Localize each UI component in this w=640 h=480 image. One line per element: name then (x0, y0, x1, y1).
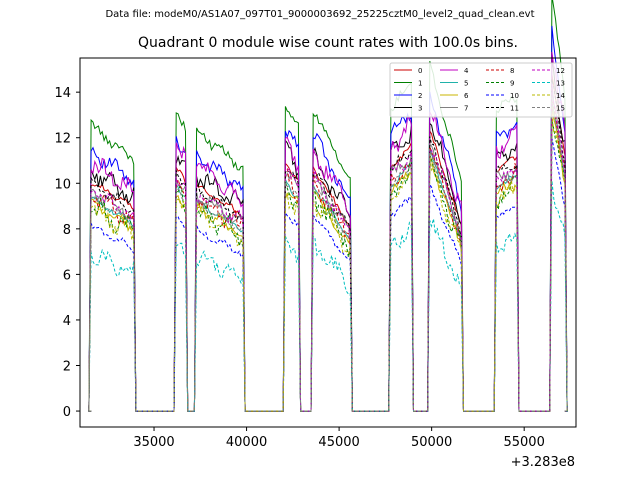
y-tick-label: 2 (63, 360, 71, 375)
legend-label: 14 (556, 92, 565, 100)
y-tick-label: 14 (54, 86, 71, 101)
legend-label: 6 (464, 92, 469, 100)
legend-label: 0 (418, 67, 422, 75)
legend-label: 11 (510, 105, 519, 113)
x-tick-label: 55000 (503, 435, 544, 450)
legend-label: 3 (418, 105, 422, 113)
y-tick-label: 4 (63, 314, 71, 329)
legend-label: 5 (464, 80, 468, 88)
axes-layer: 35000 40000 45000 50000 55000 0 2 4 6 8 10 12 14 (54, 86, 544, 450)
plot-frame (79, 57, 577, 428)
x-tick-label: 45000 (318, 435, 359, 450)
legend-label: 15 (556, 105, 565, 113)
suptitle: Data file: modeM0/AS1A07_097T01_90000036… (105, 9, 535, 20)
y-tick-label: 12 (54, 132, 71, 147)
x-offset-label: +3.283e8 (511, 455, 575, 470)
legend-label: 9 (510, 80, 514, 88)
y-tick-label: 0 (63, 405, 71, 420)
series-layer (88, 0, 568, 412)
chart-title: Quadrant 0 module wise count rates with … (138, 35, 518, 51)
legend-label: 10 (510, 92, 519, 100)
legend-box (389, 62, 573, 118)
series-line-15 (88, 95, 568, 412)
legend-label: 1 (418, 80, 422, 88)
legend-label: 4 (464, 67, 469, 75)
legend-label: 7 (464, 105, 468, 113)
legend-label: 2 (418, 92, 422, 100)
legend-label: 8 (510, 67, 514, 75)
x-tick-label: 50000 (411, 435, 452, 450)
y-tick-label: 8 (63, 223, 71, 238)
legend-label: 13 (556, 80, 565, 88)
x-tick-label: 35000 (133, 435, 174, 450)
plot-area (80, 58, 576, 427)
legend-label: 12 (556, 67, 565, 75)
y-tick-label: 6 (63, 268, 71, 283)
x-tick-label: 40000 (226, 435, 267, 450)
y-tick-label: 10 (54, 177, 71, 192)
